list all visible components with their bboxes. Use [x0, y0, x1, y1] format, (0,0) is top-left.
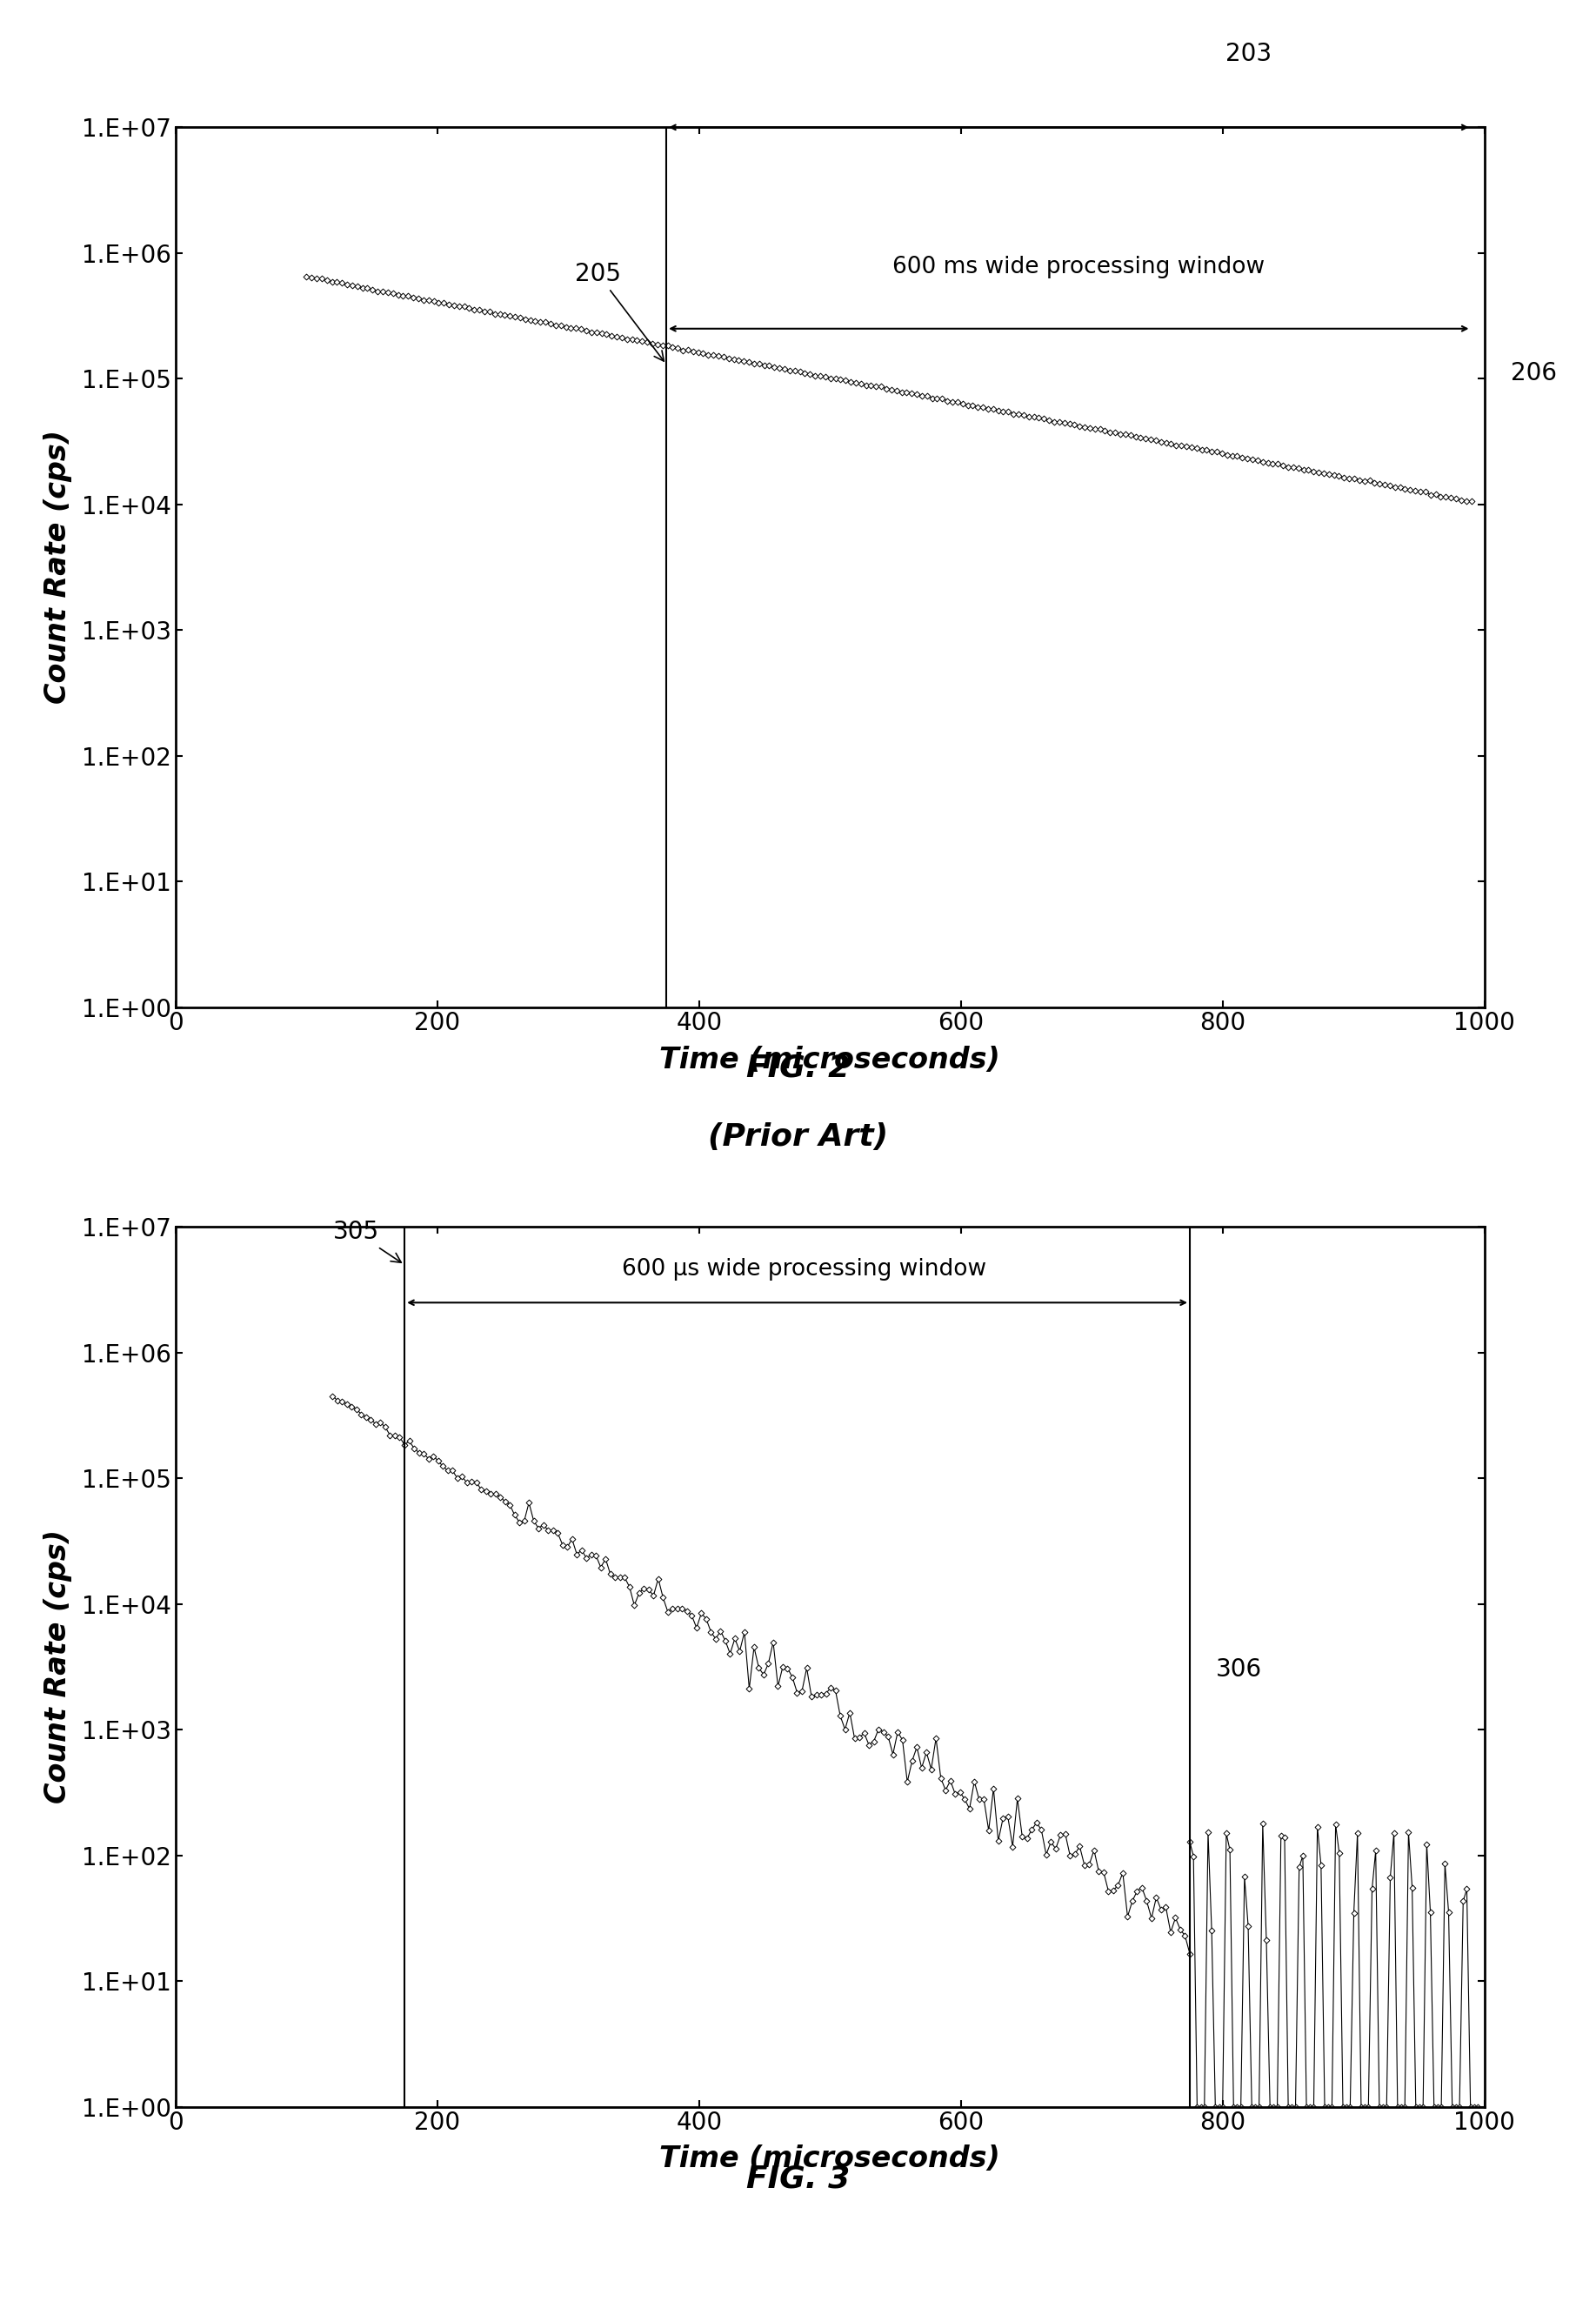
Text: 203: 203	[1226, 42, 1272, 65]
Text: FIG. 2: FIG. 2	[747, 1053, 849, 1083]
Text: FIG. 3: FIG. 3	[747, 2165, 849, 2195]
X-axis label: Time (microseconds): Time (microseconds)	[659, 1046, 1001, 1074]
Text: 600 ms wide processing window: 600 ms wide processing window	[892, 257, 1264, 278]
Y-axis label: Count Rate (cps): Count Rate (cps)	[43, 1530, 72, 1803]
X-axis label: Time (microseconds): Time (microseconds)	[659, 2146, 1001, 2174]
Y-axis label: Count Rate (cps): Count Rate (cps)	[43, 431, 72, 704]
Text: 600 μs wide processing window: 600 μs wide processing window	[621, 1257, 986, 1280]
Text: 205: 205	[575, 262, 664, 361]
Text: 206: 206	[1510, 361, 1556, 387]
Text: (Prior Art): (Prior Art)	[709, 1123, 887, 1153]
Text: 305: 305	[332, 1220, 401, 1262]
Text: 306: 306	[1216, 1658, 1262, 1683]
